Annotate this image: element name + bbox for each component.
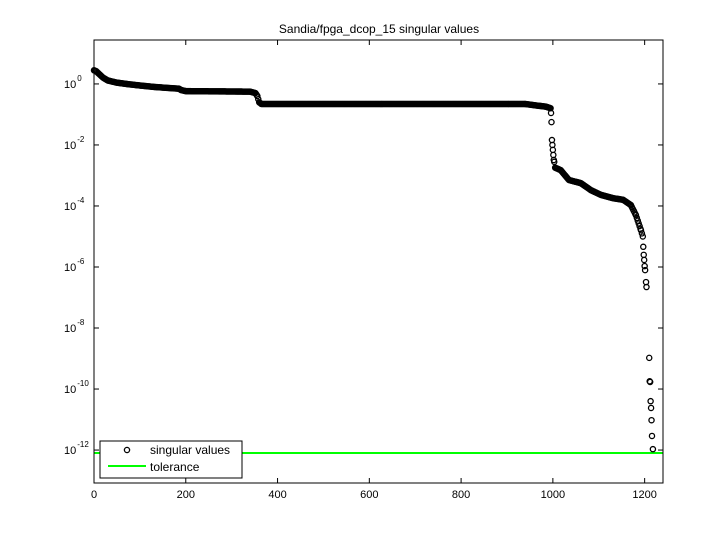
singular-value-point [639, 233, 647, 240]
singular-value-point [640, 243, 647, 251]
y-tick-label: 100 [64, 74, 82, 91]
x-tick-label: 400 [268, 489, 286, 501]
singular-value-point [645, 354, 653, 362]
singular-value-point [647, 397, 654, 405]
y-tick-label: 10-8 [64, 318, 85, 335]
singular-value-point [646, 378, 654, 386]
singular-value-point [640, 256, 648, 264]
chart-title: Sandia/fpga_dcop_15 singular values [279, 22, 479, 36]
singular-value-point [648, 432, 656, 440]
x-tick-label: 0 [91, 489, 97, 501]
plot-marks [90, 67, 663, 455]
singular-value-point [548, 118, 555, 126]
plot-frame [93, 39, 664, 484]
singular-value-point [550, 151, 557, 159]
singular-value-point [640, 251, 647, 259]
singular-value-point [648, 416, 655, 424]
singular-value-point [547, 109, 555, 117]
y-tick-label: 10-12 [64, 440, 89, 457]
x-tick-label: 600 [360, 489, 378, 501]
singular-value-point [637, 227, 645, 234]
y-tick-label: 10-2 [64, 135, 85, 152]
x-axis: 0 200 400 600 800 1000 1200 [91, 40, 657, 501]
singular-value-point [647, 404, 655, 412]
singular-value-point [649, 445, 657, 453]
legend-label-singular-values: singular values [150, 443, 230, 457]
legend-marker-singular-values [123, 446, 131, 454]
y-axis: 100 10-2 10-4 10-6 10-8 10-10 10-12 [64, 74, 663, 457]
singular-value-point [641, 266, 649, 274]
singular-value-point [643, 283, 650, 291]
y-tick-label: 10-6 [64, 257, 85, 274]
x-tick-label: 200 [177, 489, 195, 501]
singular-value-point [254, 92, 261, 100]
x-tick-label: 1200 [632, 489, 656, 501]
x-tick-label: 1000 [541, 489, 565, 501]
singular-value-point [641, 262, 648, 270]
singular-value-fill-point [638, 230, 646, 237]
x-tick-label: 800 [452, 489, 470, 501]
y-tick-label: 10-10 [64, 379, 89, 396]
y-tick-label: 10-4 [64, 196, 85, 213]
legend: singular values tolerance [99, 440, 243, 479]
legend-label-tolerance: tolerance [150, 460, 200, 474]
singular-value-point [550, 158, 558, 166]
legend-box [99, 440, 243, 479]
